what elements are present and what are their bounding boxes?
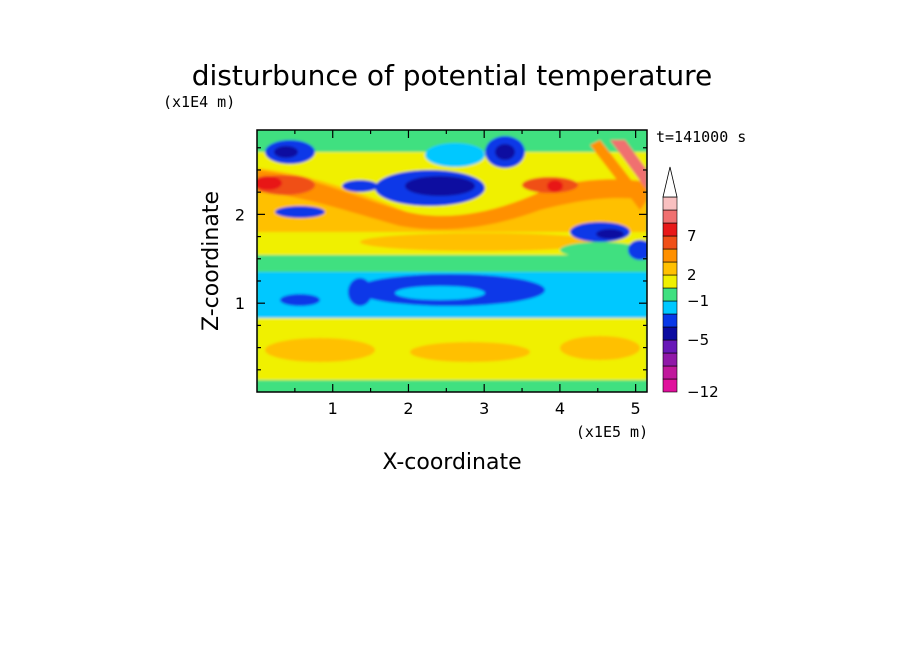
y-tick-label: 1 (235, 294, 245, 313)
colorbar-swatch (662, 352, 678, 367)
colorbar-swatch (662, 196, 678, 211)
y-unit-label: (x1E4 m) (163, 93, 235, 111)
colorbar-swatch (662, 287, 678, 302)
colorbar-swatch (662, 209, 678, 224)
colorbar-label: −12 (687, 383, 719, 401)
chart-title: disturbunce of potential temperature (192, 59, 713, 92)
x-tick-label: 4 (555, 399, 565, 418)
colorbar: −12−5−127 (662, 166, 719, 401)
colorbar-swatch (662, 222, 678, 237)
colorbar-extend-arrow (662, 166, 678, 198)
x-tick-label: 1 (328, 399, 338, 418)
colorbar-label: 2 (687, 266, 697, 284)
y-tick-label: 2 (235, 205, 245, 224)
x-tick-label: 5 (631, 399, 641, 418)
x-tick-label: 3 (479, 399, 489, 418)
colorbar-swatch (662, 378, 678, 393)
colorbar-swatch (662, 313, 678, 328)
time-label: t=141000 s (656, 128, 746, 146)
colorbar-swatch (662, 235, 678, 250)
x-tick-label: 2 (403, 399, 413, 418)
colorbar-swatch (662, 261, 678, 276)
colorbar-swatch (662, 365, 678, 380)
x-axis-label: X-coordinate (382, 450, 521, 475)
colorbar-label: 7 (687, 227, 697, 245)
contour-field (257, 130, 647, 392)
colorbar-swatch (662, 326, 678, 341)
plot-frame (256, 129, 648, 393)
colorbar-label: −1 (687, 292, 709, 310)
colorbar-label: −5 (687, 331, 709, 349)
x-unit-label: (x1E5 m) (576, 423, 648, 441)
axes: 1 2 3 4 5 1 2 (235, 130, 647, 418)
colorbar-swatch (662, 248, 678, 263)
colorbar-swatch (662, 300, 678, 315)
colorbar-swatch (662, 274, 678, 289)
colorbar-swatch (662, 339, 678, 354)
y-axis-label: Z-coordinate (199, 191, 224, 331)
